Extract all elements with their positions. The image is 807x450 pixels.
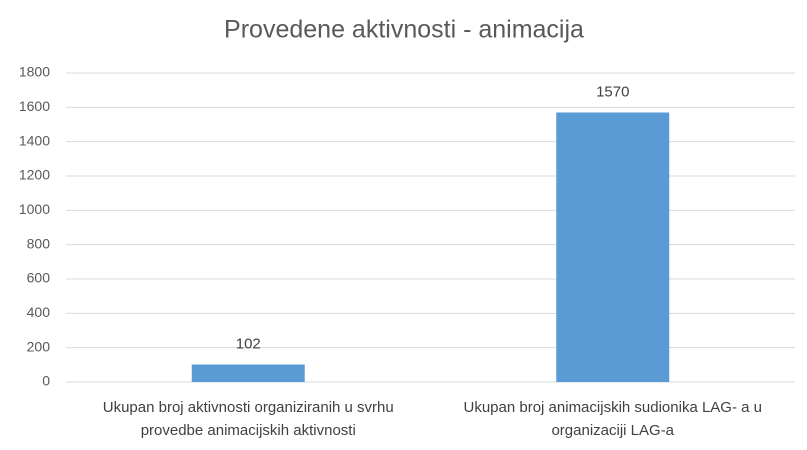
y-tick-label: 200 (27, 338, 51, 354)
chart-title: Provedene aktivnosti - animacija (224, 16, 584, 44)
y-tick-label: 400 (27, 304, 51, 320)
bar (191, 364, 305, 382)
x-tick-label: Ukupan broj aktivnosti organiziranih u s… (102, 399, 394, 439)
data-label: 1570 (596, 83, 629, 100)
y-tick-label: 800 (27, 235, 51, 251)
y-tick-label: 1000 (19, 201, 50, 217)
y-tick-label: 1800 (19, 64, 50, 80)
y-tick-label: 0 (42, 373, 50, 389)
bar (556, 112, 670, 382)
data-label: 102 (236, 335, 261, 352)
x-tick-label: Ukupan broj animacijskih sudionika LAG- … (463, 399, 762, 439)
y-tick-label: 1400 (19, 132, 50, 148)
y-tick-label: 600 (27, 270, 51, 286)
y-tick-label: 1200 (19, 167, 50, 183)
y-tick-label: 1600 (19, 98, 50, 114)
